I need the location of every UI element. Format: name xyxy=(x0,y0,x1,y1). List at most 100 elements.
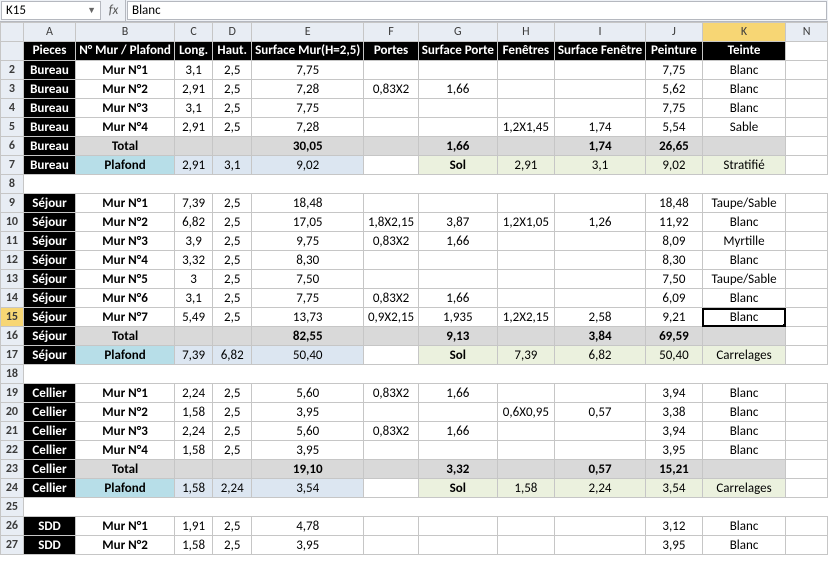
cell[interactable] xyxy=(497,498,554,517)
cell[interactable] xyxy=(497,175,554,194)
cell[interactable]: Mur N°5 xyxy=(76,270,175,289)
cell[interactable]: 7,39 xyxy=(174,194,212,213)
cell[interactable]: Plafond xyxy=(76,479,175,498)
cell[interactable] xyxy=(786,403,828,422)
cell[interactable]: 0,83X2 xyxy=(364,384,418,403)
cell[interactable]: 2,5 xyxy=(213,213,252,232)
row-header[interactable]: 4 xyxy=(1,99,24,118)
cell[interactable]: 3,95 xyxy=(252,441,364,460)
cell[interactable]: 1,2X1,05 xyxy=(497,213,554,232)
fx-icon[interactable]: fx xyxy=(102,0,126,21)
cell[interactable] xyxy=(554,61,645,80)
cell[interactable] xyxy=(213,460,252,479)
cell[interactable] xyxy=(174,327,212,346)
cell[interactable] xyxy=(554,289,645,308)
cell[interactable] xyxy=(786,441,828,460)
cell[interactable] xyxy=(213,175,252,194)
cell[interactable] xyxy=(364,403,418,422)
cell[interactable] xyxy=(554,232,645,251)
cell[interactable] xyxy=(786,232,828,251)
cell[interactable]: 2,91 xyxy=(174,80,212,99)
cell[interactable]: 1,66 xyxy=(418,289,497,308)
cell[interactable]: Mur N°3 xyxy=(76,232,175,251)
cell[interactable] xyxy=(786,99,828,118)
row-header[interactable]: 14 xyxy=(1,289,24,308)
cell[interactable] xyxy=(418,99,497,118)
cell[interactable] xyxy=(554,80,645,99)
cell[interactable] xyxy=(23,498,75,517)
cell[interactable]: Taupe/Sable xyxy=(702,194,786,213)
cell[interactable] xyxy=(418,118,497,137)
cell[interactable]: Total xyxy=(76,460,175,479)
row-header[interactable]: 11 xyxy=(1,232,24,251)
cell[interactable]: Stratifié xyxy=(702,156,786,175)
cell[interactable] xyxy=(786,213,828,232)
cell[interactable]: 1,91 xyxy=(174,517,212,536)
cell[interactable]: 6,82 xyxy=(213,346,252,365)
cell[interactable]: Mur N°3 xyxy=(76,99,175,118)
cell[interactable]: 1,74 xyxy=(554,118,645,137)
cell[interactable] xyxy=(786,194,828,213)
cell[interactable] xyxy=(213,365,252,384)
cell[interactable] xyxy=(786,61,828,80)
cell[interactable] xyxy=(786,346,828,365)
col-header-F[interactable]: F xyxy=(364,23,418,42)
cell[interactable] xyxy=(497,365,554,384)
cell[interactable] xyxy=(646,175,703,194)
cell[interactable] xyxy=(418,517,497,536)
cell[interactable] xyxy=(497,80,554,99)
cell[interactable]: 3,32 xyxy=(174,251,212,270)
cell[interactable] xyxy=(497,137,554,156)
cell[interactable]: Blanc xyxy=(702,517,786,536)
cell[interactable]: 82,55 xyxy=(252,327,364,346)
cell[interactable] xyxy=(418,175,497,194)
cell[interactable]: Sol xyxy=(418,479,497,498)
cell[interactable]: Sol xyxy=(418,346,497,365)
cell[interactable]: 3,95 xyxy=(252,403,364,422)
cell[interactable]: 3,1 xyxy=(174,289,212,308)
cell[interactable] xyxy=(364,441,418,460)
cell[interactable]: 2,5 xyxy=(213,118,252,137)
cell[interactable]: Blanc xyxy=(702,61,786,80)
cell[interactable]: Mur N°1 xyxy=(76,61,175,80)
cell[interactable] xyxy=(786,118,828,137)
cell[interactable]: 1,935 xyxy=(418,308,497,327)
cell[interactable]: Mur N°4 xyxy=(76,118,175,137)
cell[interactable] xyxy=(702,175,786,194)
cell[interactable]: 9,21 xyxy=(646,308,703,327)
cell[interactable]: Total xyxy=(76,327,175,346)
row-header[interactable]: 13 xyxy=(1,270,24,289)
cell[interactable]: 2,5 xyxy=(213,403,252,422)
cell[interactable]: 2,24 xyxy=(554,479,645,498)
col-header-I[interactable]: I xyxy=(554,23,645,42)
cell[interactable]: Mur N°3 xyxy=(76,422,175,441)
cell[interactable]: 2,91 xyxy=(174,118,212,137)
cell[interactable]: 5,54 xyxy=(646,118,703,137)
cell[interactable]: 0,83X2 xyxy=(364,422,418,441)
cell[interactable]: Mur N°2 xyxy=(76,213,175,232)
cell[interactable]: 1,66 xyxy=(418,137,497,156)
cell[interactable]: 1,8X2,15 xyxy=(364,213,418,232)
cell[interactable]: Plafond xyxy=(76,156,175,175)
name-box-dropdown-icon[interactable]: ▼ xyxy=(87,5,96,16)
row-header[interactable]: 9 xyxy=(1,194,24,213)
cell[interactable] xyxy=(252,175,364,194)
cell[interactable]: 1,66 xyxy=(418,384,497,403)
cell[interactable]: 11,92 xyxy=(646,213,703,232)
cell[interactable]: 1,66 xyxy=(418,422,497,441)
row-header[interactable]: 21 xyxy=(1,422,24,441)
cell[interactable]: 0,57 xyxy=(554,460,645,479)
cell[interactable] xyxy=(554,99,645,118)
spreadsheet-grid[interactable]: ABCDEFGHIJKNPiecesN° Mur / PlafondLong.H… xyxy=(0,22,828,588)
cell[interactable]: Mur N°4 xyxy=(76,441,175,460)
cell[interactable]: 0,83X2 xyxy=(364,232,418,251)
cell[interactable] xyxy=(554,365,645,384)
cell[interactable] xyxy=(554,194,645,213)
row-header[interactable]: 20 xyxy=(1,403,24,422)
cell[interactable] xyxy=(418,194,497,213)
cell[interactable]: 7,75 xyxy=(646,61,703,80)
cell[interactable]: 3,95 xyxy=(646,536,703,555)
cell[interactable]: 1,2X2,15 xyxy=(497,308,554,327)
cell[interactable]: 26,65 xyxy=(646,137,703,156)
cell[interactable] xyxy=(364,346,418,365)
